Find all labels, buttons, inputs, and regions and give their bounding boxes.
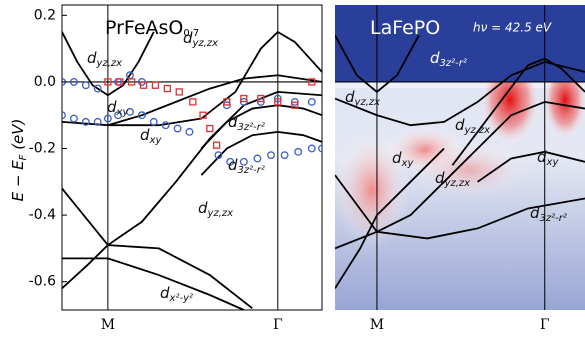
y-tick-label: 0.2 (34, 7, 56, 23)
annotation: d3z²-r² (228, 113, 265, 134)
annotation-text: d (87, 49, 97, 67)
y-axis-label: E − EF (eV) (9, 119, 30, 202)
photon-energy: hν = 42.5 eV (473, 21, 552, 35)
annotation-text: d (537, 148, 547, 166)
data-point (254, 155, 261, 162)
annotation-sub: x²-y² (169, 293, 193, 304)
panel-title-text: PrFeAsO (105, 17, 183, 39)
annotation-text: d (392, 149, 402, 167)
annotation-text: d (435, 169, 445, 187)
annotation-text: d (430, 49, 440, 67)
annotation-sub: yz,zx (464, 125, 491, 136)
y-tick-label: -0.2 (29, 141, 56, 157)
annotation-text: d (160, 284, 170, 302)
data-point (268, 152, 275, 159)
panel-title: LaFePO (370, 17, 440, 39)
annotation: dxy (107, 98, 129, 119)
data-point (174, 125, 181, 132)
data-point (71, 115, 78, 122)
annotation-sub: yz,zx (96, 58, 123, 69)
data-point (164, 86, 170, 92)
y-axis-label-after: (eV) (9, 119, 27, 155)
data-point (82, 82, 89, 89)
annotation-text: d (228, 156, 238, 174)
y-tick-label: 0.0 (34, 74, 56, 90)
annotation-sub: yz,zx (444, 178, 471, 189)
annotation-sub: 3z²-r² (238, 165, 265, 176)
annotation-text: d (455, 116, 465, 134)
annotation-text: d (107, 98, 117, 116)
annotation-text: d (198, 199, 208, 217)
annotation: dxy (140, 126, 162, 147)
annotation-sub: yz,zx (192, 38, 219, 49)
data-point (186, 129, 193, 136)
x-tick-label: M (101, 317, 115, 333)
data-point (152, 82, 158, 88)
annotation-text: d (530, 204, 540, 222)
panel-title: PrFeAsO0.7 (105, 17, 199, 40)
data-point (150, 119, 157, 126)
annotation: dyz,zx (87, 49, 122, 70)
annotation-sub: 3z²-r² (540, 213, 567, 224)
band-line (62, 258, 244, 310)
annotation: d3z²-r² (228, 156, 265, 177)
panel-title-text: LaFePO (370, 17, 440, 39)
y-tick-label: -0.6 (29, 274, 56, 290)
annotation-text: d (140, 126, 150, 144)
annotation-sub: xy (401, 158, 415, 169)
data-point (295, 149, 302, 156)
figure: MΓ0.20.0-0.2-0.4-0.6dyz,zxdyz,zxdxydxyd3… (0, 0, 585, 337)
band-line (62, 92, 322, 245)
data-point (309, 145, 316, 152)
panel (59, 5, 326, 310)
x-tick-label: M (370, 317, 384, 333)
annotation-sub: yz,zx (354, 97, 381, 108)
data-point (190, 99, 196, 105)
annotation-sub: xy (546, 157, 560, 168)
x-tick-label: Γ (273, 317, 283, 333)
annotation-text: d (345, 88, 355, 106)
annotation-sub: xy (116, 107, 130, 118)
annotation-sub: xy (149, 135, 163, 146)
panel-title-sub: 0.7 (183, 28, 199, 39)
y-tick-label: -0.4 (29, 207, 56, 223)
annotation-sub: 3z²-r² (238, 122, 265, 133)
annotation-text: d (228, 113, 238, 131)
data-point (214, 142, 220, 148)
data-point (176, 89, 182, 95)
annotation-sub: 3z²-r² (440, 58, 467, 69)
annotation: dyz,zx (198, 199, 233, 220)
data-point (207, 126, 213, 132)
x-tick-label: Γ (540, 317, 550, 333)
data-point (281, 152, 288, 159)
band-line (62, 245, 252, 308)
annotation-sub: yz,zx (207, 208, 234, 219)
y-axis-label-text: E − E (9, 160, 27, 202)
data-point (309, 99, 316, 106)
